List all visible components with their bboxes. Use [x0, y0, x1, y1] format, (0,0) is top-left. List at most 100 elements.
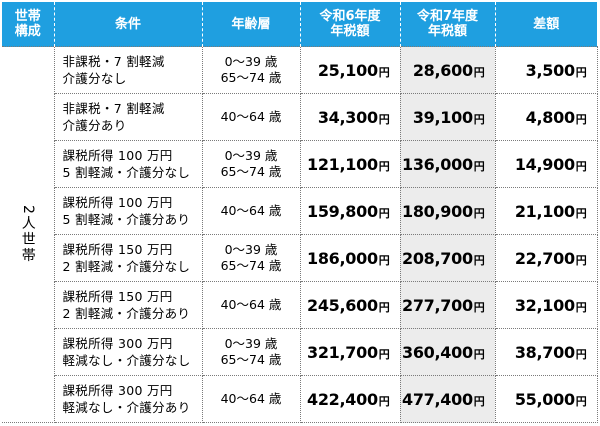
- age-cell: 0〜39 歳 65〜74 歳: [201, 328, 301, 376]
- diff-amount-cell: 38,700円: [494, 328, 598, 376]
- age-cell: 0〜39 歳 65〜74 歳: [201, 46, 301, 94]
- yen-unit: 円: [473, 206, 485, 220]
- household-label: 2人世帯: [19, 205, 36, 264]
- r6-amount-cell: 25,100円: [299, 46, 401, 94]
- yen-unit: 円: [575, 347, 587, 361]
- yen-unit: 円: [575, 112, 587, 126]
- r6-amount-cell: 186,000円: [299, 234, 401, 282]
- yen-unit: 円: [473, 347, 485, 361]
- yen-unit: 円: [473, 253, 485, 267]
- age-line: 0〜39 歳: [224, 54, 278, 69]
- yen-unit: 円: [378, 394, 390, 408]
- age-line: 40〜64 歳: [220, 297, 282, 312]
- amount-value: 4,800: [525, 107, 575, 127]
- diff-amount-cell: 3,500円: [494, 46, 598, 94]
- condition-cell: 課税所得 300 万円 軽減なし・介護分なし: [53, 328, 203, 376]
- condition-line: 5 割軽減・介護分あり: [62, 212, 191, 227]
- condition-line: 課税所得 100 万円: [62, 195, 173, 210]
- age-line: 65〜74 歳: [220, 258, 282, 273]
- condition-line: 課税所得 300 万円: [62, 383, 173, 398]
- age-line: 40〜64 歳: [220, 203, 282, 218]
- yen-unit: 円: [575, 65, 587, 79]
- table-row: 課税所得 150 万円 2 割軽減・介護分なし 0〜39 歳 65〜74 歳 186,0…: [2, 234, 598, 282]
- condition-line: 課税所得 150 万円: [62, 242, 173, 257]
- condition-cell: 非課税・7 割軽減 介護分あり: [53, 93, 203, 141]
- header-diff: 差額: [494, 2, 597, 47]
- amount-value: 208,700: [402, 248, 473, 268]
- amount-value: 3,500: [525, 60, 575, 80]
- condition-line: 非課税・7 割軽減: [62, 54, 165, 69]
- yen-unit: 円: [575, 394, 587, 408]
- condition-cell: 課税所得 300 万円軽減なし・介護分あり: [53, 375, 203, 423]
- yen-unit: 円: [378, 300, 390, 314]
- diff-amount-cell: 21,100円: [494, 187, 598, 235]
- header-row: 世帯 構成 条件 年齢層 令和6年度 年税額 令和7年度 年税額 差額: [2, 2, 597, 47]
- condition-line: 課税所得 300 万円: [62, 336, 173, 351]
- header-condition: 条件: [53, 2, 203, 47]
- header-household: 世帯 構成: [2, 2, 55, 47]
- condition-cell: 課税所得 100 万円 5 割軽減・介護分なし: [53, 140, 203, 188]
- r6-amount-cell: 34,300円: [299, 93, 401, 141]
- amount-value: 34,300: [317, 107, 378, 127]
- table-row: 非課税・7 割軽減 介護分あり 40〜64 歳 34,300円 39,100円 4,800…: [2, 93, 598, 141]
- r7-amount-cell: 360,400円: [399, 328, 496, 376]
- diff-amount-cell: 32,100円: [494, 281, 598, 329]
- r6-amount-cell: 121,100円: [299, 140, 401, 188]
- table-row: 課税所得 100 万円 5 割軽減・介護分なし 0〜39 歳 65〜74 歳 121,1…: [2, 140, 598, 188]
- age-line: 0〜39 歳: [224, 148, 278, 163]
- age-line: 40〜64 歳: [220, 109, 282, 124]
- amount-value: 38,700: [514, 342, 575, 362]
- age-line: 40〜64 歳: [220, 391, 282, 406]
- amount-value: 28,600: [412, 60, 473, 80]
- condition-cell: 課税所得 150 万円 2 割軽減・介護分あり: [53, 281, 203, 329]
- r7-amount-cell: 277,700円: [399, 281, 496, 329]
- table-row: 課税所得 300 万円 軽減なし・介護分あり 40〜64 歳 422,400円 477,…: [2, 375, 598, 423]
- amount-value: 360,400: [402, 342, 473, 362]
- r6-amount-cell: 159,800円: [299, 187, 401, 235]
- age-cell: 40〜64 歳: [201, 93, 301, 141]
- condition-line: 非課税・7 割軽減: [62, 101, 165, 116]
- condition-line: 課税所得 100 万円: [62, 148, 173, 163]
- amount-value: 14,900: [514, 154, 575, 174]
- amount-value: 121,100: [307, 154, 378, 174]
- yen-unit: 円: [575, 206, 587, 220]
- amount-value: 136,000: [402, 154, 473, 174]
- amount-value: 186,000: [307, 248, 378, 268]
- r7-amount-cell: 180,900円: [399, 187, 496, 235]
- r7-amount-cell: 208,700円: [399, 234, 496, 282]
- table-row: 課税所得 100 万円 5 割軽減・介護分あり 40〜64 歳 159,800円 180…: [2, 187, 598, 235]
- diff-amount-cell: 55,000円: [494, 375, 598, 423]
- age-cell: 40〜64 歳: [201, 281, 301, 329]
- age-cell: 40〜64 歳: [201, 187, 301, 235]
- age-cell: 0〜39 歳 65〜74 歳: [201, 140, 301, 188]
- amount-value: 180,900: [402, 201, 473, 221]
- yen-unit: 円: [473, 112, 485, 126]
- yen-unit: 円: [378, 112, 390, 126]
- condition-cell: 課税所得 150 万円 2 割軽減・介護分なし: [53, 234, 203, 282]
- yen-unit: 円: [473, 394, 485, 408]
- yen-unit: 円: [378, 347, 390, 361]
- amount-value: 21,100: [514, 201, 575, 221]
- header-r7-line2: 年税額: [427, 24, 467, 39]
- condition-line: 課税所得 150 万円: [62, 289, 173, 304]
- condition-line: 介護分あり: [62, 118, 127, 133]
- amount-value: 321,700: [307, 342, 378, 362]
- condition-line: 2 割軽減・介護分あり: [62, 306, 191, 321]
- condition-cell: 課税所得 100 万円 5 割軽減・介護分あり: [53, 187, 203, 235]
- condition-line: 軽減なし・介護分あり: [62, 400, 191, 415]
- yen-unit: 円: [473, 300, 485, 314]
- age-line: 0〜39 歳: [224, 336, 278, 351]
- diff-amount-cell: 22,700円: [494, 234, 598, 282]
- table-row: 課税所得 300 万円 軽減なし・介護分なし 0〜39 歳 65〜74 歳 321,70…: [2, 328, 598, 376]
- yen-unit: 円: [575, 159, 587, 173]
- amount-value: 25,100: [317, 60, 378, 80]
- amount-value: 422,400: [307, 389, 378, 409]
- r7-amount-cell: 39,100円: [399, 93, 496, 141]
- age-line: 65〜74 歳: [220, 70, 282, 85]
- diff-amount-cell: 4,800円: [494, 93, 598, 141]
- age-line: 65〜74 歳: [220, 352, 282, 367]
- condition-line: 2 割軽減・介護分なし: [62, 259, 191, 274]
- header-r7-line1: 令和7年度: [416, 9, 479, 24]
- header-household-line1: 世帯: [14, 9, 41, 24]
